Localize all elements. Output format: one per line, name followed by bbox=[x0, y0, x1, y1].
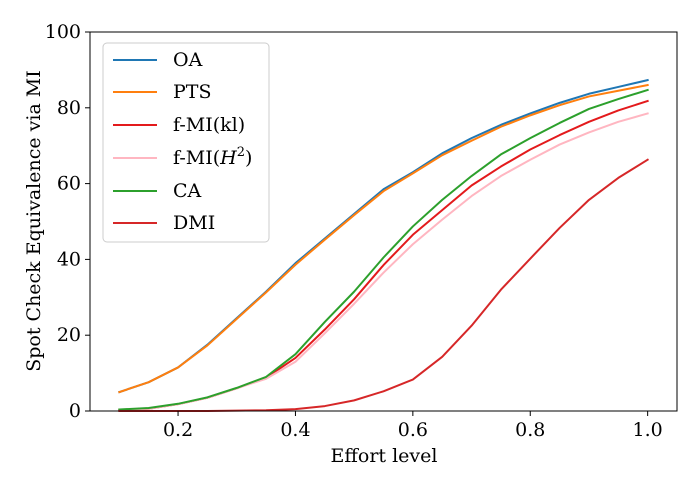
legend-label-fmi-h2-base: H bbox=[219, 147, 237, 169]
legend-label-fmi-h2-close: ) bbox=[245, 147, 252, 169]
x-tick-label: 0.8 bbox=[515, 419, 545, 441]
legend-label-oa: OA bbox=[173, 49, 203, 71]
x-tick-label: 0.2 bbox=[163, 419, 193, 441]
x-tick-label: 0.4 bbox=[280, 419, 310, 441]
y-axis-label: Spot Check Equivalence via MI bbox=[23, 70, 45, 372]
x-tick-label: 0.6 bbox=[398, 419, 428, 441]
series-line-pts bbox=[118, 83, 649, 394]
legend-label-dmi: DMI bbox=[173, 212, 215, 234]
series-line-ca bbox=[118, 88, 649, 411]
x-axis-label: Effort level bbox=[331, 445, 438, 467]
legend-label-pts: PTS bbox=[173, 81, 211, 103]
y-tick-label: 20 bbox=[57, 324, 81, 346]
y-tick-label: 0 bbox=[69, 400, 81, 422]
y-tick-label: 80 bbox=[57, 97, 81, 119]
y-tick-label: 60 bbox=[57, 173, 81, 195]
x-tick-label: 1.0 bbox=[633, 419, 663, 441]
legend: OA PTS f-MI(kl) f-MI(H2) CA DMI bbox=[102, 42, 270, 243]
plot-frame bbox=[89, 31, 678, 412]
y-tick-label: 100 bbox=[45, 21, 81, 43]
legend-label-fmi-h2-exp: 2 bbox=[237, 145, 245, 160]
legend-label-fmi-h2-prefix: f-MI( bbox=[173, 147, 220, 169]
legend-label-fmi-kl: f-MI(kl) bbox=[173, 114, 245, 136]
legend-label-fmi-h2: f-MI(H2) bbox=[173, 145, 252, 169]
y-tick-label: 40 bbox=[57, 248, 81, 270]
legend-label-ca: CA bbox=[173, 180, 202, 202]
